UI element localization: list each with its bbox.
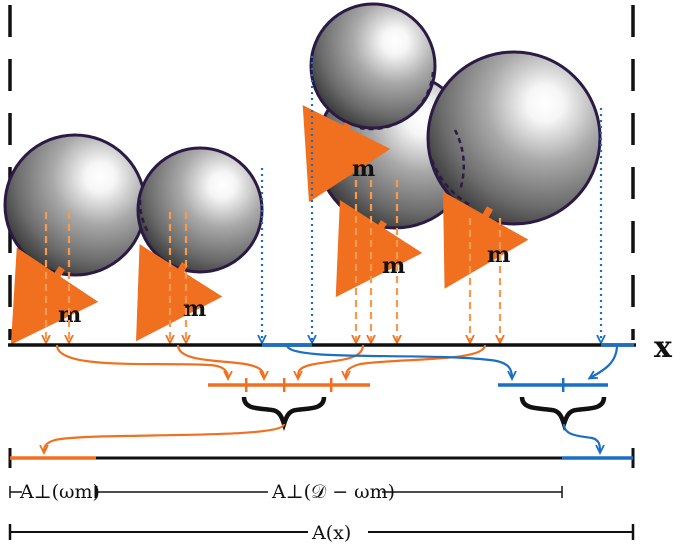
orange-projections <box>46 180 500 342</box>
plus-sign-1: + <box>237 372 255 398</box>
orange-brace <box>241 396 327 432</box>
force-label-2: m <box>183 296 206 322</box>
sphere-2-hidden-edge <box>138 199 150 233</box>
sphere-1 <box>3 133 147 277</box>
plus-sign-2: + <box>275 372 293 398</box>
label-a-perp-d-minus-omega: A⊥(𝒟 − ωm) <box>271 481 395 503</box>
sphere-4 <box>309 2 437 130</box>
blue-merge-row: + <box>498 372 608 432</box>
blue-brace <box>519 396 607 432</box>
orange-transfer-curves <box>55 344 487 378</box>
force-arrow-3 <box>302 105 391 203</box>
blue-projections <box>262 56 601 342</box>
sphere-2 <box>136 146 264 274</box>
force-arrow-5 <box>443 191 529 289</box>
force-label-4: m <box>382 253 405 279</box>
interval-annotations: A⊥(ωm) A⊥(𝒟 − ωm) A(x) <box>8 481 635 544</box>
x-axis-label: x <box>654 330 673 365</box>
label-a-x: A(x) <box>311 522 351 544</box>
force-label-3: m <box>352 156 375 182</box>
force-label-5: m <box>487 242 510 268</box>
sphere-3-hidden-edge <box>453 129 465 191</box>
result-line <box>8 448 635 468</box>
force-arrow-1 <box>10 247 99 345</box>
x-axis: x <box>8 330 673 365</box>
plus-sign-blue: + <box>554 372 572 398</box>
sphere-5 <box>426 50 602 226</box>
result-arrows <box>44 422 600 452</box>
domain-boundaries <box>8 5 635 340</box>
blue-transfer-curves <box>285 344 619 378</box>
force-arrows <box>10 105 529 345</box>
orange-merge-row: + + + <box>208 372 370 432</box>
force-arrow-4 <box>335 199 423 298</box>
label-a-perp-omega: A⊥(ωm) <box>19 481 100 503</box>
plus-sign-3: + <box>322 372 340 398</box>
spheres <box>3 2 602 277</box>
